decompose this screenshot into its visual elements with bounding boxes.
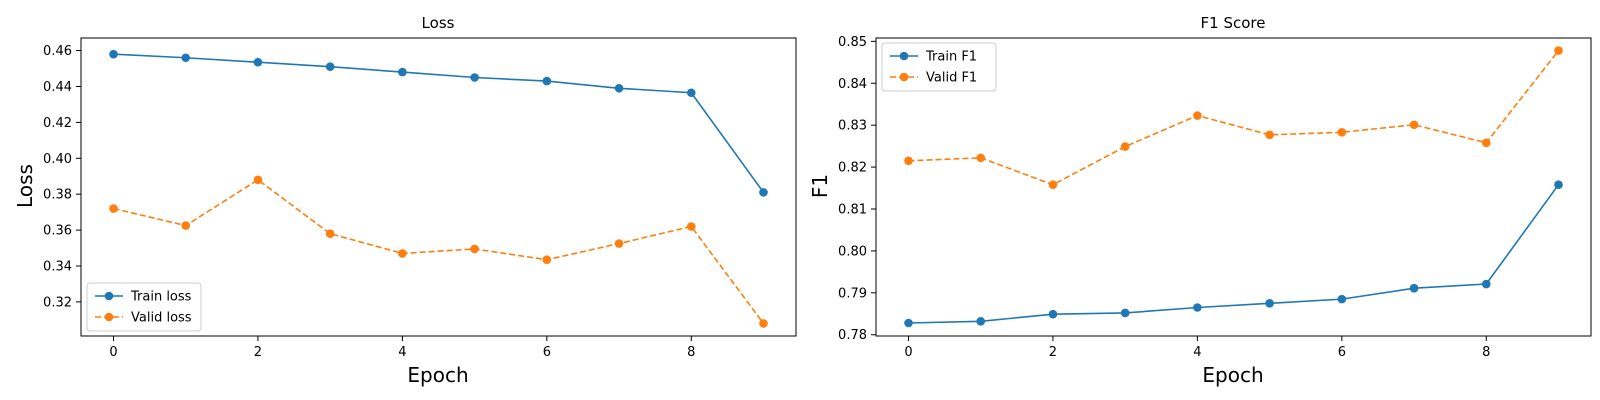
f1-data-point-train [1193,303,1202,312]
f1-data-point-valid [1481,138,1491,148]
loss-chart-title: Loss [422,14,455,32]
loss-data-point-train [759,188,768,197]
loss-data-point-valid [686,222,696,231]
f1-data-point-train [1409,283,1419,293]
loss-x-tick-label: 0 [109,345,117,360]
loss-x-tick-label: 4 [398,345,406,360]
loss-legend-label: Train loss [130,290,192,305]
loss-y-tick-label: 0.40 [43,152,72,167]
f1-chart-plot-area: 0 2 4 6 8 0.78 0.79 0.80 0.81 0.82 0.83 0.84 0.85 Tra… [838,35,1592,360]
f1-x-tick-label: 8 [1482,345,1490,360]
loss-series-line-train [113,53,765,193]
f1-x-tick-label: 4 [1193,345,1201,360]
loss-data-point-valid [398,249,407,258]
f1-data-point-train [1481,279,1491,289]
f1-data-point-valid [1048,180,1058,189]
loss-legend-label: Valid loss [131,311,192,326]
loss-data-point-valid [325,229,335,238]
f1-data-point-train [1554,180,1563,189]
loss-data-point-train [181,53,191,63]
f1-data-point-valid [1265,130,1274,140]
loss-legend-swatch-marker [104,312,114,322]
f1-legend-label: Valid F1 [926,71,977,86]
f1-data-point-valid [1554,46,1563,55]
f1-y-tick-label: 0.78 [838,328,867,343]
loss-y-tick-label: 0.44 [43,80,72,95]
f1-data-point-train [904,318,913,328]
f1-y-tick-label: 0.80 [838,244,867,259]
f1-data-point-valid [1337,128,1347,137]
f1-data-point-valid [904,156,913,166]
loss-data-point-train [398,67,407,77]
loss-data-point-valid [181,221,191,230]
loss-data-point-valid [759,319,768,328]
f1-y-tick-label: 0.84 [838,77,867,92]
loss-chart-xlabel: Epoch [407,363,468,387]
f1-x-tick-label: 6 [1338,345,1346,360]
f1-data-point-train [1337,294,1347,304]
f1-data-point-valid [1409,120,1419,130]
f1-chart-title: F1 Score [1201,14,1266,32]
loss-y-tick-label: 0.32 [43,295,72,310]
f1-legend-box [881,42,997,92]
loss-data-point-train [253,57,263,67]
f1-x-tick-label: 0 [904,345,912,360]
f1-chart-xlabel: Epoch [1202,363,1263,387]
loss-data-point-valid [614,239,624,248]
loss-data-point-train [542,76,552,86]
f1-data-point-valid [1193,111,1202,120]
loss-data-point-train [470,73,479,82]
loss-chart-ylabel: Loss [13,164,37,208]
loss-data-point-train [686,88,696,98]
f1-legend-swatch-marker [899,72,909,82]
loss-x-tick-label: 8 [687,345,695,360]
loss-legend: Train loss Valid loss [86,282,202,332]
loss-chart-plot-area: 0 2 4 6 8 0.32 0.34 0.36 0.38 0.40 0.42 0.44 0.46 Tra… [43,37,797,360]
f1-series-line-valid [908,50,1560,186]
f1-data-point-train [1265,299,1274,308]
loss-x-tick-label: 6 [543,345,551,360]
f1-data-point-valid [1120,142,1130,151]
loss-data-point-train [109,49,118,59]
f1-x-tick-label: 2 [1049,345,1057,360]
f1-data-point-train [1120,308,1130,318]
loss-x-tick-label: 2 [254,345,262,360]
f1-y-tick-label: 0.81 [838,203,867,218]
f1-chart: F1 Score Epoch F1 0 2 4 6 80.780.790.800.810… [808,14,1592,387]
f1-data-point-train [976,317,986,326]
f1-y-tick-label: 0.83 [838,119,867,134]
loss-data-point-valid [470,244,479,254]
f1-data-point-train [1048,309,1058,319]
loss-legend-box [86,282,202,332]
f1-y-tick-label: 0.85 [838,35,867,50]
f1-legend-label: Train F1 [925,50,977,65]
loss-legend-swatch-marker [104,291,114,301]
loss-y-tick-label: 0.36 [43,224,72,239]
loss-y-tick-label: 0.34 [43,259,72,274]
f1-legend-swatch-marker [899,51,909,61]
loss-data-point-valid [109,204,118,213]
loss-data-point-train [325,62,335,72]
f1-axes-frame [875,37,1592,337]
loss-series-line-valid [113,178,765,324]
loss-data-point-train [614,83,624,93]
loss-data-point-valid [542,255,552,265]
f1-chart-ylabel: F1 [808,174,832,198]
f1-y-tick-label: 0.82 [838,161,867,176]
loss-y-tick-label: 0.38 [43,188,72,203]
loss-y-tick-label: 0.46 [43,44,72,59]
loss-chart: Loss Epoch Loss 0 2 4 6 8 0.32 0.34 0.36 0.38 0.4… [13,14,797,387]
f1-series-line-train [908,184,1560,324]
f1-legend: Train F1 Valid F1 [881,42,997,92]
f1-y-tick-label: 0.79 [838,286,867,301]
loss-axes-frame [80,37,797,337]
loss-y-tick-label: 0.42 [43,116,72,131]
f1-data-point-valid [976,153,986,163]
loss-data-point-valid [253,175,263,185]
